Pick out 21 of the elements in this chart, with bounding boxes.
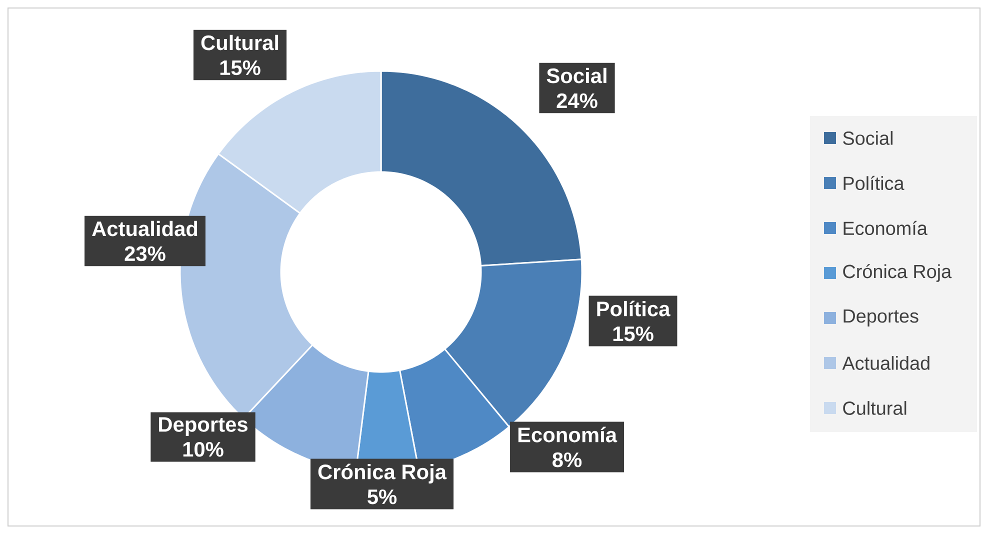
legend-label: Deportes xyxy=(844,310,918,326)
slice-label: Social xyxy=(546,68,606,84)
legend-label: Economía xyxy=(844,220,928,236)
slice-label: Cultural xyxy=(201,34,278,50)
legend-label: Crónica Roja xyxy=(843,264,952,282)
slice-label: Política xyxy=(597,300,670,316)
legend-label: Cultural xyxy=(843,401,906,415)
slice-label: Actualidad xyxy=(92,220,198,236)
slice-label: Deportes xyxy=(159,417,248,436)
data-label: 24% xyxy=(556,93,598,108)
data-label: 23% xyxy=(124,246,166,262)
slice-label: Economía xyxy=(518,426,618,442)
data-label: 5% xyxy=(368,489,397,504)
data-label: 10% xyxy=(183,442,224,457)
slice-label: Crónica Roja xyxy=(318,464,447,484)
data-label: 15% xyxy=(613,326,654,342)
legend-label: Actualidad xyxy=(842,356,930,370)
data-label: 8% xyxy=(552,452,582,468)
legend-label: Política xyxy=(844,176,904,190)
legend-label: Social xyxy=(843,131,892,145)
data-label: 15% xyxy=(220,60,260,76)
